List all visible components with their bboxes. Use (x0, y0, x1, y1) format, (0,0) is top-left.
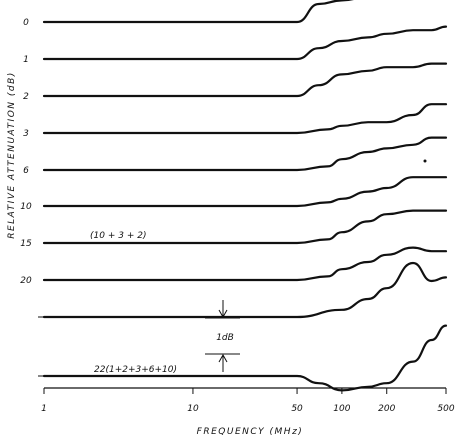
x-tick-label: 50 (291, 404, 303, 414)
ink-speck (423, 159, 427, 163)
attenuation-curve (42, 103, 448, 135)
attenuation-curve (42, 324, 448, 392)
y-axis-title: RELATIVE ATTENUATION (dB) (7, 71, 17, 239)
x-tick-label: 1 (41, 404, 47, 414)
curve-label: 10 (20, 202, 32, 212)
x-tick-label: 100 (333, 404, 350, 414)
x-tick-label: 200 (378, 404, 395, 414)
curve-label: 0 (23, 18, 29, 28)
curve-label: 1 (23, 55, 29, 65)
x-tick-label: 10 (187, 404, 199, 414)
curve-label-group: 0 1 2 3 6 10 15 20 (20, 18, 44, 377)
curve-label: 6 (23, 166, 29, 176)
curve-group (42, 0, 448, 392)
scale-bar: 1dB (205, 300, 240, 372)
scale-bar-label: 1dB (216, 333, 234, 343)
attenuation-curve (42, 246, 448, 282)
curve-label: 2 (23, 92, 29, 102)
x-tick-group: 1 10 50 100 200 500 (41, 388, 455, 414)
attenuation-curve (42, 25, 448, 61)
curve-label: 20 (20, 276, 32, 286)
scale-bar-down-arrow-icon (218, 309, 228, 319)
curve-label: 15 (20, 239, 32, 249)
attenuation-curve (42, 62, 448, 98)
scale-bar-up-arrow-icon (218, 353, 228, 363)
x-axis-title: FREQUENCY (MHz) (197, 427, 304, 437)
attenuation-curve (42, 209, 448, 245)
annotation-combo-10-3-2: (10 + 3 + 2) (90, 231, 146, 241)
attenuation-curve (42, 176, 448, 208)
attenuation-curve (42, 261, 448, 319)
attenuation-curve (42, 0, 355, 24)
attenuation-curve (42, 136, 448, 172)
x-tick-label: 500 (437, 404, 454, 414)
curve-label: 3 (23, 129, 29, 139)
annotation-combo-22: 22(1+2+3+6+10) (94, 365, 177, 375)
